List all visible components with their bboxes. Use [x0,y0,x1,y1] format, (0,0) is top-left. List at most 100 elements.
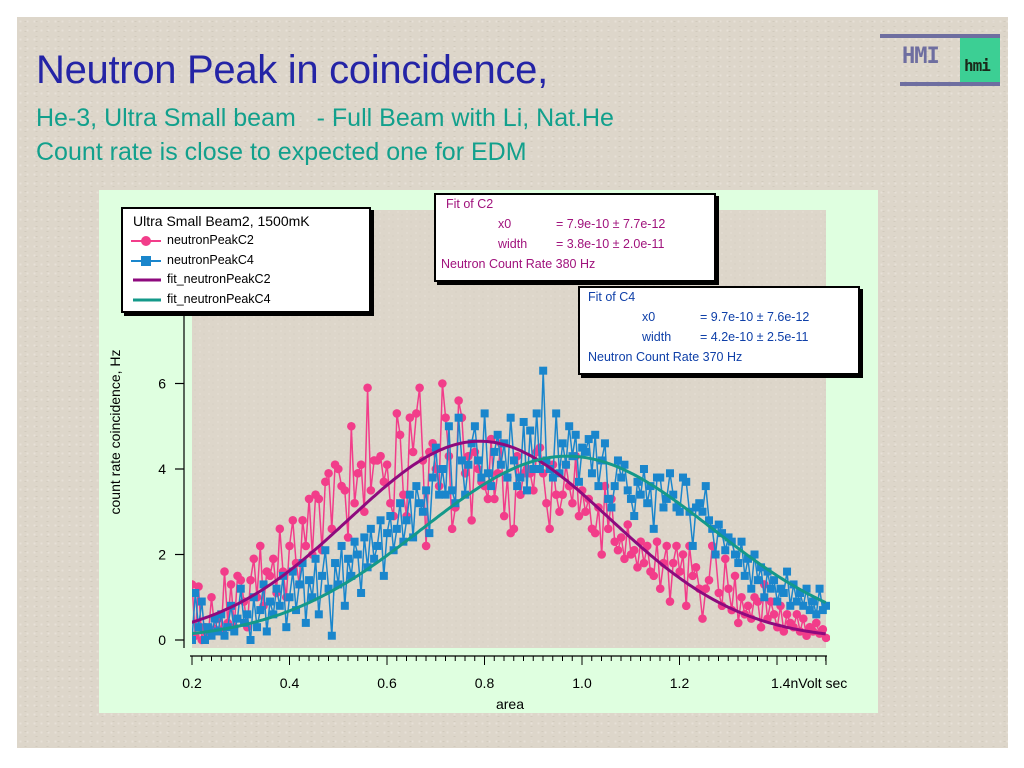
data-point [688,541,697,550]
data-point [773,597,782,606]
param-value: = 7.9e-10 ± 7.7e-12 [556,217,666,231]
data-point [574,477,583,486]
data-point [347,571,356,580]
data-point [809,597,818,606]
data-point [558,490,567,499]
data-point [665,597,675,606]
data-point [516,490,525,499]
data-point [616,533,626,542]
data-point [668,558,678,568]
data-point [233,614,242,623]
data-point [366,486,376,495]
fit-curve-fit_neutronPeakC2 [192,439,826,636]
data-point [249,593,258,602]
legend-entry-fit-neutronPeakC4: fit_neutronPeakC4 [123,290,369,310]
data-point [197,597,206,606]
data-point [454,413,463,422]
data-point [737,592,746,602]
data-point [548,473,557,482]
data-point [656,473,665,482]
data-point [529,486,538,495]
line-swatch-icon [133,278,161,282]
data-point [756,622,766,632]
data-point [779,627,789,636]
data-point [207,592,216,602]
data-point [386,498,395,508]
data-point [435,490,444,499]
data-point [265,571,275,581]
param-name: width [498,237,528,251]
data-point [604,494,613,503]
data-point [285,593,294,602]
data-point [344,554,353,563]
data-point [255,541,265,551]
data-point [353,550,362,559]
data-point [753,597,763,606]
fit-results-c2: Fit of C2 x0 = 7.9e-10 ± 7.7e-12 width =… [434,193,716,282]
data-point [194,582,203,591]
data-point [626,494,635,503]
data-point [613,545,623,555]
data-point [230,627,239,636]
data-point [392,524,401,533]
data-point [607,503,616,512]
legend-label: fit_neutronPeakC4 [167,291,271,306]
data-point [662,494,671,503]
data-point [438,465,447,473]
data-point [617,473,626,482]
data-point [246,636,255,644]
data-point [496,460,505,469]
data-point [799,601,808,610]
data-point [483,494,493,504]
x-tick-label: 0.2 [182,675,202,691]
param-name: x0 [498,217,512,231]
data-point [581,507,590,517]
data-point [750,550,759,559]
data-point [555,507,564,517]
param-value: = 4.2e-10 ± 2.5e-11 [700,330,809,344]
data-point [724,584,733,593]
data-point [314,494,324,504]
slide-subtitle-line-1: He-3, Ultra Small beam - Full Beam with … [36,104,614,132]
data-point [629,545,639,555]
data-point [704,575,714,585]
data-point [672,541,681,551]
data-point [695,499,704,508]
data-point [649,524,658,533]
data-point [542,498,551,508]
legend-entry-neutronPeakC4: neutronPeakC4 [123,251,369,271]
data-point [519,417,528,426]
data-point [327,631,336,640]
slide-title: Neutron Peak in coincidence, [36,48,548,92]
data-point [331,559,340,568]
data-point [796,588,805,597]
x-tick-label: 0.4 [280,675,300,691]
data-point [301,618,310,627]
param-value: = 3.8e-10 ± 2.0e-11 [556,237,665,251]
data-point [642,541,652,551]
data-point [799,614,808,623]
data-point [447,524,457,534]
data-point [392,409,402,418]
data-point [792,597,801,606]
data-point [591,430,600,439]
data-point [509,524,519,534]
data-point [513,482,522,491]
data-point [701,584,711,593]
data-point [285,541,294,551]
fit-count-rate: Neutron Count Rate 370 Hz [588,350,743,364]
data-point [363,383,372,393]
data-point [236,584,245,593]
param-name: x0 [642,310,656,324]
data-point [275,524,285,534]
data-point [630,512,639,521]
data-point [552,409,561,418]
data-point [324,468,333,478]
data-point [539,366,548,375]
data-point [415,499,424,508]
data-point [253,623,262,632]
legend-label: neutronPeakC4 [167,252,254,267]
data-point [743,601,753,611]
series-fit_neutronPeakC2 [192,439,826,636]
